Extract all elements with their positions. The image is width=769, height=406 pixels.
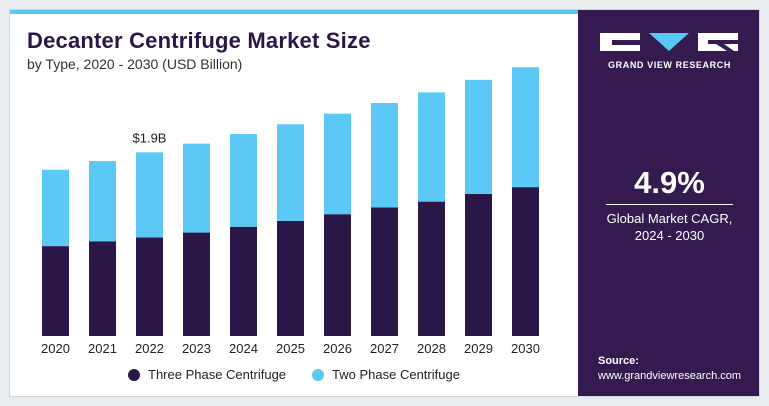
bar-chart: 2020 2021 2022 $1.9B 2023 2024 2025 2026 2027 202… xyxy=(41,67,540,356)
x-tick-label-2021: 2021 xyxy=(88,341,117,356)
chart-title: Decanter Centrifuge Market Size xyxy=(27,28,371,53)
x-tick-label-2026: 2026 xyxy=(323,341,352,356)
bar-three-phase-2027 xyxy=(371,207,398,336)
x-tick-label-2025: 2025 xyxy=(276,341,305,356)
legend-swatch-two-phase xyxy=(312,368,325,381)
cagr-label-line1: Global Market CAGR, xyxy=(606,211,733,226)
source-label: Source: xyxy=(598,355,639,367)
bar-three-phase-2028 xyxy=(418,201,445,336)
data-label-2022: $1.9B xyxy=(133,130,167,145)
bar-three-phase-2026 xyxy=(324,214,351,336)
x-tick-label-2023: 2023 xyxy=(182,341,211,356)
bar-three-phase-2022 xyxy=(136,237,163,336)
x-tick-label-2030: 2030 xyxy=(511,341,540,356)
cagr-label-line2: 2024 - 2030 xyxy=(634,228,705,243)
bar-three-phase-2021 xyxy=(89,241,116,336)
cagr-value: 4.9% xyxy=(634,165,705,200)
side-panel: GRAND VIEW RESEARCH 4.9% Global Market C… xyxy=(578,10,759,396)
legend-swatch-three-phase xyxy=(128,368,140,381)
chart-legend: Three Phase Centrifuge Two Phase Centrif… xyxy=(128,367,486,382)
cagr-label: Global Market CAGR, 2024 - 2030 xyxy=(578,210,759,244)
bar-two-phase-2023 xyxy=(183,143,210,233)
x-tick-label-2029: 2029 xyxy=(464,341,493,356)
gvr-logo-icon xyxy=(600,33,738,51)
bar-two-phase-2021 xyxy=(89,161,116,242)
bar-two-phase-2024 xyxy=(230,133,257,227)
x-tick-label-2020: 2020 xyxy=(41,341,70,356)
bar-three-phase-2030 xyxy=(512,187,539,336)
bar-three-phase-2024 xyxy=(230,226,257,336)
chart-card: Decanter Centrifuge Market Size by Type,… xyxy=(9,9,760,397)
bar-two-phase-2028 xyxy=(418,92,445,202)
legend-label-three-phase: Three Phase Centrifuge xyxy=(148,367,287,382)
x-tick-label-2027: 2027 xyxy=(370,341,399,356)
bar-three-phase-2023 xyxy=(183,232,210,336)
bar-two-phase-2022 xyxy=(136,152,163,238)
bar-three-phase-2029 xyxy=(465,193,492,336)
chart-subtitle: by Type, 2020 - 2030 (USD Billion) xyxy=(27,56,243,72)
x-tick-label-2024: 2024 xyxy=(229,341,258,356)
bar-two-phase-2029 xyxy=(465,79,492,194)
legend-item-three-phase: Three Phase Centrifuge xyxy=(128,367,286,382)
cagr-divider xyxy=(606,204,733,205)
x-tick-label-2022: 2022 xyxy=(135,341,164,356)
x-tick-label-2028: 2028 xyxy=(417,341,446,356)
source-link[interactable]: www.grandviewresearch.com xyxy=(598,370,742,382)
bar-two-phase-2026 xyxy=(324,113,351,215)
accent-line xyxy=(10,10,578,14)
brand-name: GRAND VIEW RESEARCH xyxy=(608,60,731,70)
legend-label-two-phase: Two Phase Centrifuge xyxy=(332,367,460,382)
bar-two-phase-2027 xyxy=(371,103,398,208)
bar-three-phase-2025 xyxy=(277,220,304,336)
legend-item-two-phase: Two Phase Centrifuge xyxy=(312,367,460,382)
bar-two-phase-2030 xyxy=(512,67,539,188)
bar-two-phase-2020 xyxy=(42,169,69,247)
bar-two-phase-2025 xyxy=(277,124,304,221)
bar-three-phase-2020 xyxy=(42,246,69,336)
